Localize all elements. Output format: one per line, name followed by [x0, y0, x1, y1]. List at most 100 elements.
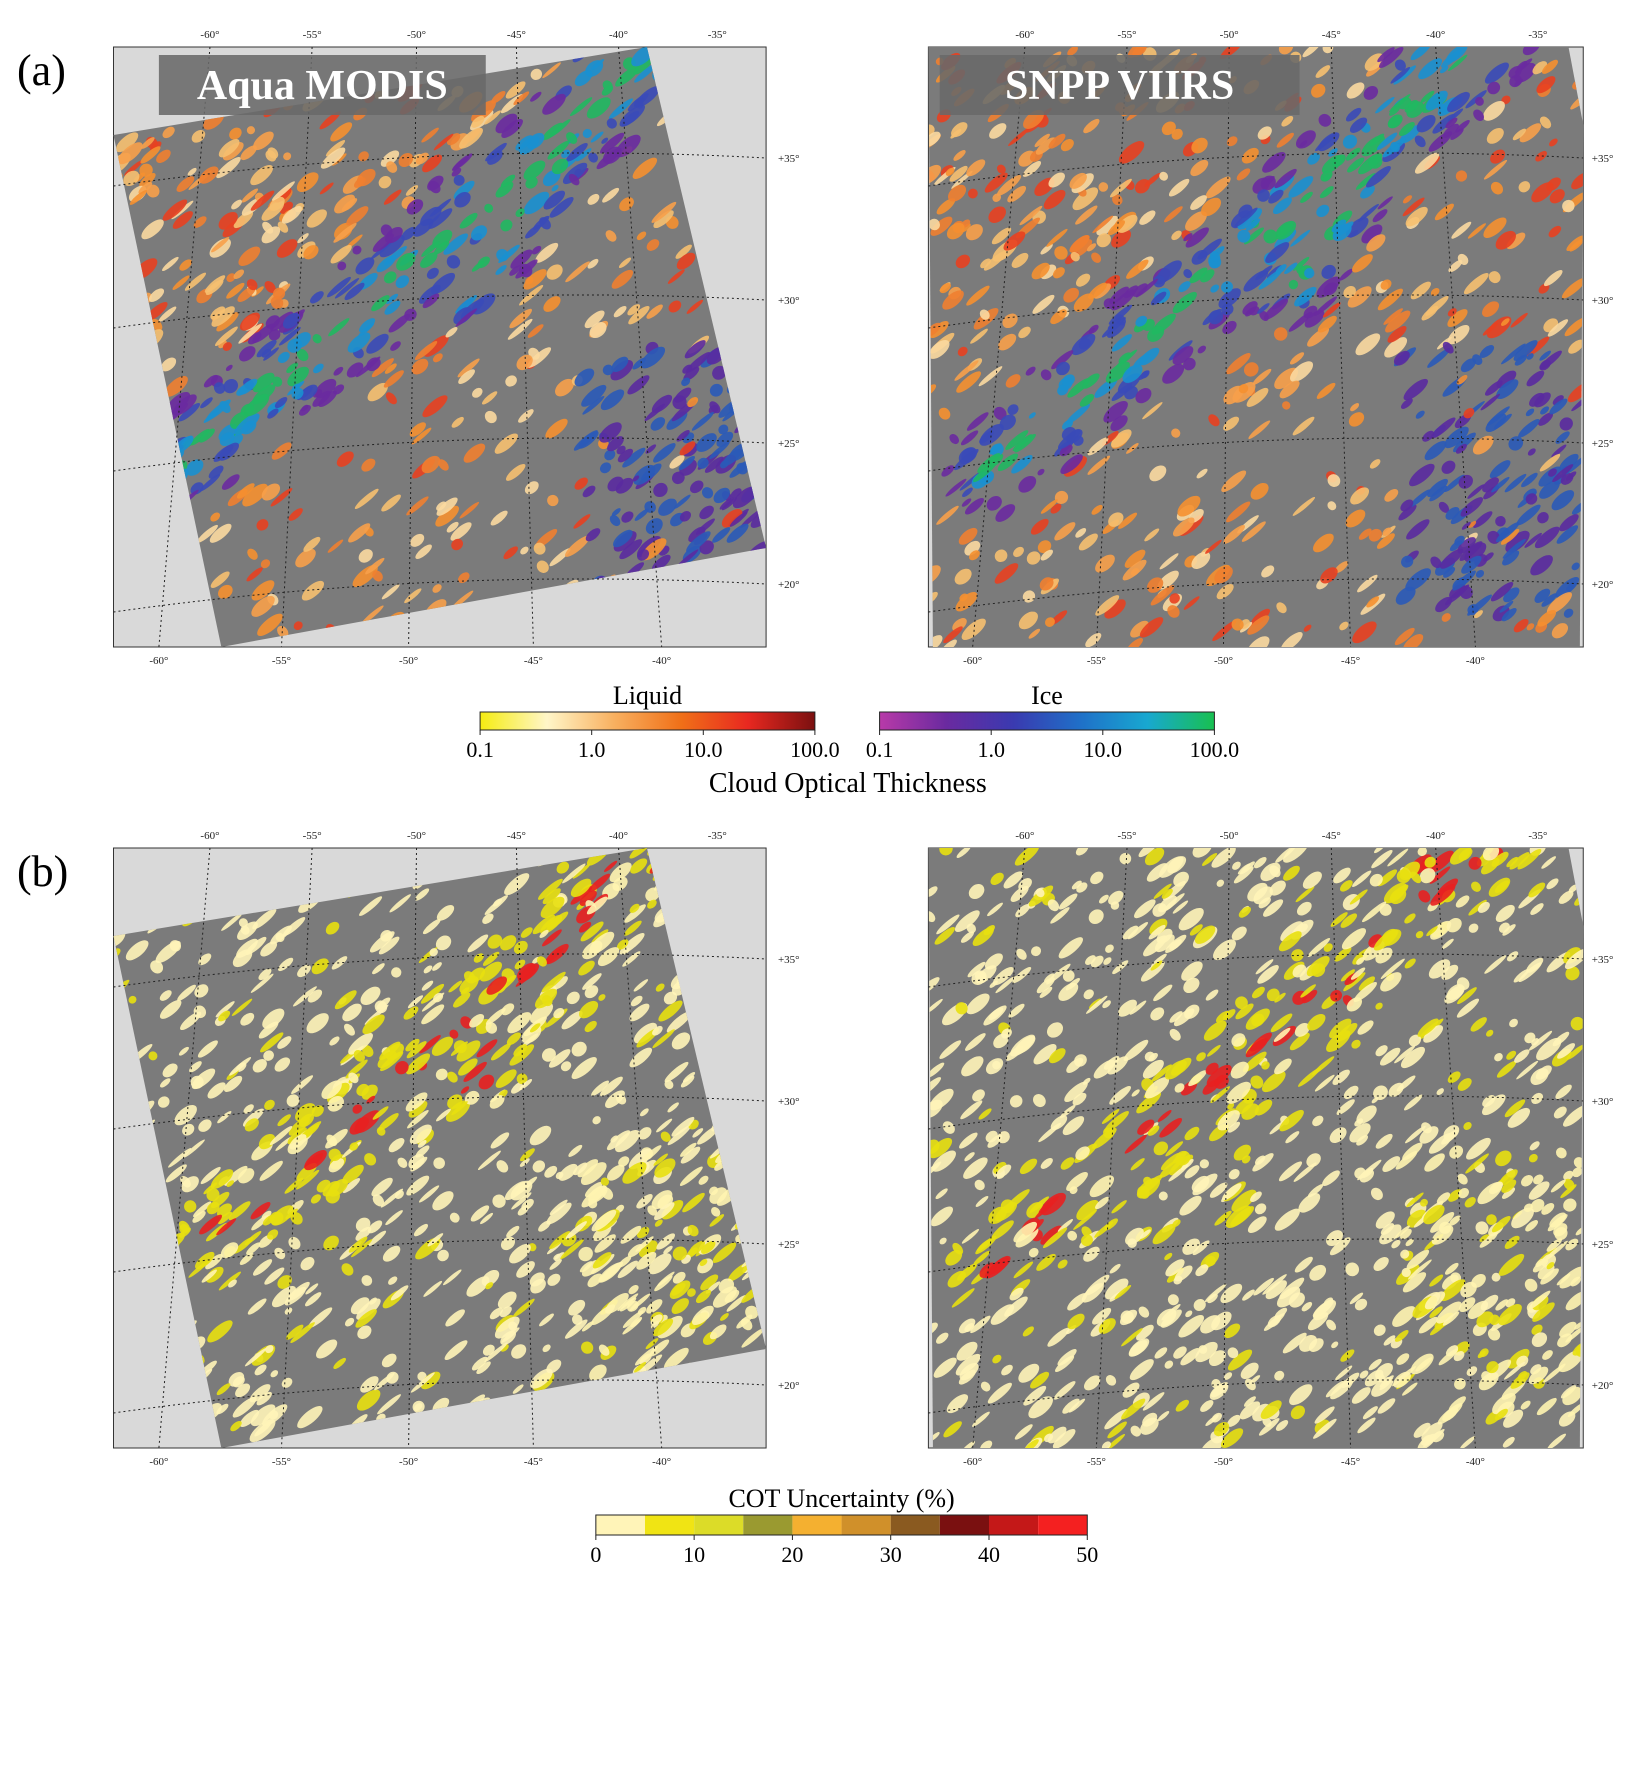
colorbar-bin	[694, 1515, 744, 1535]
cloud	[411, 358, 429, 375]
cloud	[1475, 96, 1484, 106]
cloud	[141, 219, 164, 240]
cloud	[587, 258, 599, 269]
cloud	[350, 1297, 370, 1315]
cloud	[1276, 602, 1287, 614]
cloud	[368, 1230, 387, 1247]
cloud	[564, 1319, 588, 1339]
cloud	[1313, 1418, 1337, 1439]
cloud	[1289, 352, 1305, 365]
cloud	[1528, 1290, 1551, 1310]
lon-label: -60°	[149, 1456, 168, 1468]
cloud	[215, 1001, 235, 1018]
cloud	[1135, 315, 1148, 327]
cloud	[1406, 1249, 1430, 1270]
cloud	[1082, 373, 1100, 389]
cloud	[534, 988, 558, 1009]
cloud	[672, 1271, 686, 1284]
cloud	[1070, 235, 1090, 253]
cloud	[680, 1146, 701, 1164]
cloud	[1260, 1400, 1282, 1420]
colorbar-caption: Cloud Optical Thickness	[709, 768, 987, 799]
cloud	[928, 998, 943, 1014]
cloud	[1139, 617, 1164, 638]
cloud	[1101, 1109, 1120, 1124]
cloud	[362, 1014, 385, 1035]
cloud	[966, 412, 989, 431]
cloud	[653, 443, 676, 463]
cloud	[684, 340, 706, 359]
cloud	[1066, 1057, 1084, 1073]
cloud	[346, 362, 364, 378]
cloud	[680, 1142, 697, 1157]
cloud	[1136, 1177, 1161, 1199]
cloud	[956, 1341, 978, 1361]
cloud	[1375, 1045, 1388, 1057]
cloud	[530, 1368, 553, 1389]
cloud	[1307, 1312, 1329, 1331]
cloud	[341, 1263, 354, 1276]
cloud	[1525, 1220, 1539, 1232]
cloud	[451, 167, 462, 177]
cloud	[360, 986, 381, 1006]
cloud	[348, 1032, 373, 1055]
cloud	[1331, 1341, 1339, 1349]
cloud	[1235, 996, 1248, 1010]
cloud	[1255, 1155, 1266, 1165]
cloud	[984, 953, 1003, 970]
cloud	[1561, 277, 1584, 299]
cloud	[1057, 1259, 1068, 1269]
cloud	[1413, 1422, 1431, 1438]
cloud	[277, 1275, 292, 1289]
cloud	[419, 1035, 441, 1054]
cloud	[1520, 1400, 1531, 1410]
cloud	[1383, 1335, 1396, 1346]
cloud	[1321, 264, 1336, 279]
cloud	[386, 293, 399, 305]
cloud	[1014, 848, 1040, 866]
cloud	[1060, 454, 1083, 474]
cloud	[1403, 378, 1428, 401]
cloud	[663, 1347, 689, 1370]
cloud	[611, 269, 634, 289]
cloud	[1165, 1141, 1184, 1157]
cloud	[254, 1364, 267, 1376]
cloud	[181, 1176, 199, 1193]
cloud	[721, 508, 743, 528]
colorbar-title: Liquid	[613, 681, 682, 710]
cloud	[956, 848, 971, 858]
cloud	[455, 308, 478, 327]
cloud	[1377, 196, 1393, 210]
cloud	[463, 1061, 487, 1082]
cloud	[460, 1016, 473, 1029]
cloud	[1130, 1158, 1145, 1171]
cloud	[1474, 610, 1483, 619]
cloud	[159, 999, 182, 1019]
cloud	[219, 401, 231, 413]
cloud	[1223, 1372, 1233, 1380]
cloud	[1220, 1428, 1244, 1448]
cloud	[319, 111, 341, 130]
cloud	[1302, 871, 1322, 889]
cloud	[1372, 209, 1388, 223]
cloud	[1142, 1059, 1164, 1079]
cloud	[636, 231, 647, 241]
cloud	[1454, 535, 1465, 546]
cloud	[599, 462, 612, 474]
cloud	[1491, 476, 1510, 493]
cloud	[582, 973, 602, 990]
cloud	[1033, 1093, 1046, 1108]
colorbar-bin	[890, 1515, 940, 1535]
cloud	[1275, 1420, 1289, 1432]
cloud	[1314, 1074, 1335, 1092]
cloud	[1429, 485, 1448, 502]
cloud	[942, 1121, 955, 1134]
cloud	[1552, 464, 1574, 483]
cloud	[500, 1236, 515, 1251]
cloud	[217, 1203, 232, 1218]
cloud	[941, 639, 957, 647]
cloud	[1404, 913, 1416, 924]
cloud	[645, 887, 660, 902]
cloud	[1424, 1291, 1446, 1310]
cloud	[1278, 1161, 1303, 1182]
